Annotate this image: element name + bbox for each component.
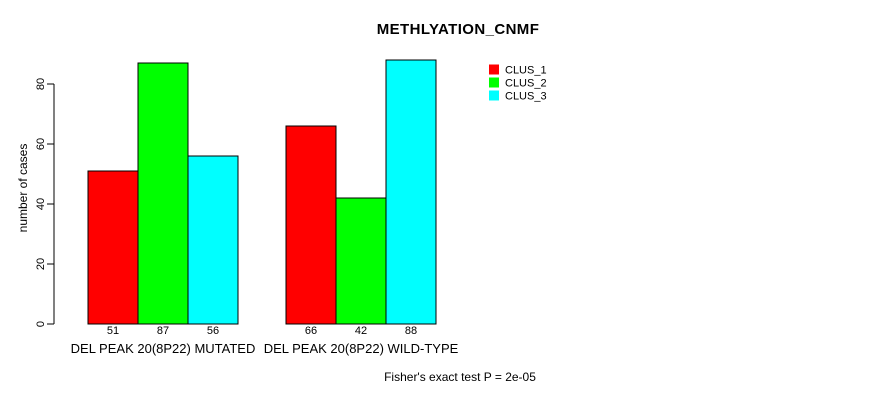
bar-value-label: 56: [207, 325, 219, 337]
legend-swatch-clus_2: [489, 77, 499, 88]
bar-clus_1-group2: [285, 125, 337, 325]
bar-value-label: 87: [157, 325, 169, 337]
bar-clus_2-group1: [137, 62, 189, 325]
bar-clus_1-group1: [87, 170, 139, 325]
legend-swatch-clus_1: [489, 64, 499, 75]
category-label-1: DEL PEAK 20(8P22) MUTATED: [71, 341, 256, 356]
y-tick-label: 40: [35, 198, 47, 210]
bar-clus_2-group2: [335, 197, 387, 325]
bar-clus_3-group1: [187, 155, 239, 325]
bar-value-label: 51: [107, 325, 119, 337]
legend-label-clus_3: CLUS_3: [505, 91, 547, 103]
y-axis-label: number of cases: [16, 144, 30, 233]
category-label-2: DEL PEAK 20(8P22) WILD-TYPE: [264, 341, 459, 356]
legend-swatch-clus_3: [489, 90, 499, 101]
category-labels: DEL PEAK 20(8P22) MUTATED DEL PEAK 20(8P2…: [71, 341, 459, 356]
legend-label-clus_1: CLUS_1: [505, 65, 547, 77]
chart-title: METHLYATION_CNMF: [377, 21, 540, 38]
y-tick-label: 60: [35, 138, 47, 150]
bar-value-labels: 51 66 87 42 56 88: [107, 325, 417, 337]
bars-group: [87, 59, 437, 325]
y-tick-label: 0: [35, 321, 47, 327]
bar-value-label: 66: [305, 325, 317, 337]
y-tick-label: 80: [35, 78, 47, 90]
y-tick-label: 20: [35, 258, 47, 270]
bar-value-label: 88: [405, 325, 417, 337]
bar-value-label: 42: [355, 325, 367, 337]
y-axis: 0 20 40 60 80: [35, 78, 55, 327]
legend-label-clus_2: CLUS_2: [505, 78, 547, 90]
bar-clus_3-group2: [385, 59, 437, 325]
fisher-exact-test-annotation: Fisher's exact test P = 2e-05: [384, 370, 536, 384]
